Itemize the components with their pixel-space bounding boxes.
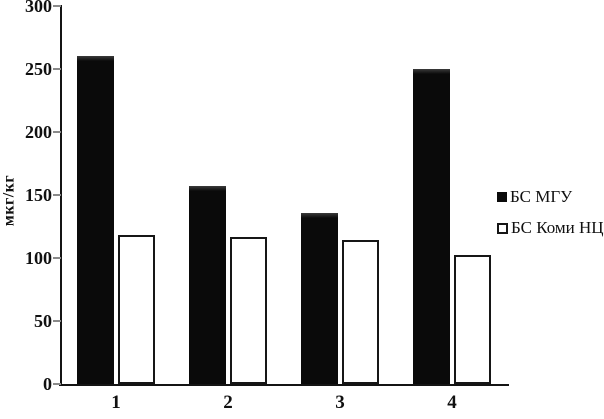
bar-bs-mgu-group3 [301,213,338,384]
y-axis-tick-label: 100 [25,248,52,268]
y-axis-tick [53,5,61,7]
y-axis-tick [53,131,61,133]
bar-bs-komi-nc-group3 [342,240,379,384]
x-category-label: 2 [223,392,233,413]
bar-bs-mgu-group4 [413,69,450,384]
y-axis-tick-label: 200 [25,122,52,142]
legend-label-bs-komi-nc: БС Коми НЦ [511,218,604,237]
outlined-square-icon [497,222,508,234]
y-axis-tick [53,383,61,385]
x-axis-line [59,384,509,386]
legend-item-bs-komi-nc: БС Коми НЦ [497,217,604,239]
x-category-label: 4 [447,392,457,413]
y-axis-tick-label: 300 [25,0,52,16]
legend-item-bs-mgu: БС МГУ [497,186,604,208]
y-axis-tick-label: 250 [25,59,52,79]
y-axis-tick [53,320,61,322]
filled-square-icon [497,192,507,202]
x-category-label: 1 [111,392,121,413]
y-axis-tick [53,68,61,70]
y-axis-line [60,5,62,386]
bar-bs-komi-nc-group2 [230,237,267,384]
x-category-label: 3 [335,392,345,413]
y-axis-tick-label: 0 [43,374,52,394]
bar-bs-mgu-group1 [77,56,114,384]
y-axis-tick [53,257,61,259]
bar-bs-komi-nc-group4 [454,255,491,384]
bar-bs-mgu-group2 [189,186,226,384]
bar-bs-komi-nc-group1 [118,235,155,384]
legend-label-bs-mgu: БС МГУ [510,187,573,206]
legend: БС МГУ БС Коми НЦ [497,186,604,248]
y-axis-tick-label: 150 [25,185,52,205]
y-axis-tick [53,194,61,196]
y-axis-tick-label: 50 [34,311,52,331]
